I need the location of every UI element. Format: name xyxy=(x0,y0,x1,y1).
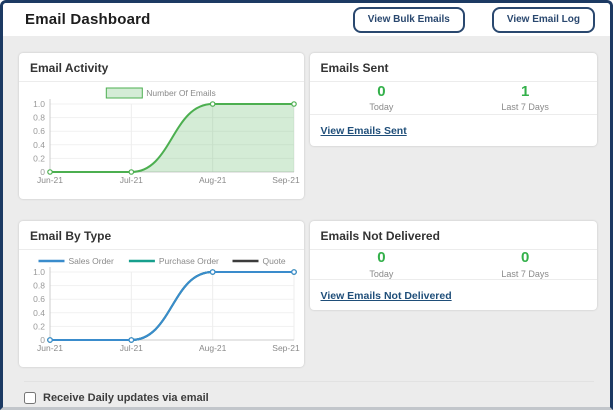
svg-text:Aug-21: Aug-21 xyxy=(199,175,227,185)
svg-text:Number Of Emails: Number Of Emails xyxy=(146,88,215,98)
view-bulk-emails-button[interactable]: View Bulk Emails xyxy=(352,6,465,33)
email-by-type-chart: 0 0.2 0.4 0.6 0.8 1.0 Jun-21 Jul-21 Aug-21 Sep-21… xyxy=(33,256,300,353)
svg-text:0.2: 0.2 xyxy=(33,321,45,331)
svg-text:Sep-21: Sep-21 xyxy=(272,175,300,185)
emails-not-delivered-title: Emails Not Delivered xyxy=(309,221,597,250)
email-activity-title: Email Activity xyxy=(19,53,304,82)
daily-updates-checkbox[interactable] xyxy=(24,392,36,404)
page-title: Email Dashboard xyxy=(25,11,151,28)
emails-sent-link-row: View Emails Sent xyxy=(309,114,597,146)
emails-not-delivered-week-stat: 0 Last 7 Days xyxy=(453,249,597,279)
svg-text:Aug-21: Aug-21 xyxy=(199,343,227,353)
email-activity-chart: 0 0.2 0.4 0.6 0.8 1.0 Jun-21 Jul-21 Aug-21 Sep-21… xyxy=(33,87,300,185)
svg-text:0.4: 0.4 xyxy=(33,308,45,318)
emails-not-delivered-week-value: 0 xyxy=(520,249,530,266)
daily-updates-label: Receive Daily updates via email xyxy=(43,392,209,404)
emails-not-delivered-stats: 0 Today 0 Last 7 Days xyxy=(310,249,597,279)
svg-text:1.0: 1.0 xyxy=(33,99,45,109)
email-by-type-panel: Email By Type 0 0.2 0.4 0.6 0.8 1.0 Jun-21 Jul-… xyxy=(19,221,304,367)
svg-text:0.6: 0.6 xyxy=(33,294,45,304)
emails-not-delivered-today-label: Today xyxy=(369,268,394,279)
svg-text:Jul-21: Jul-21 xyxy=(120,343,143,353)
svg-text:Jul-21: Jul-21 xyxy=(120,175,143,185)
dashboard-body: Email Activity 0 0.2 0.4 0.6 0.8 1.0 Jun-21 Jul… xyxy=(3,36,610,404)
svg-text:0.8: 0.8 xyxy=(33,281,45,291)
emails-not-delivered-link-row: View Emails Not Delivered xyxy=(309,278,597,311)
emails-sent-today-stat: 0 Today xyxy=(310,82,454,113)
svg-text:Jun-21: Jun-21 xyxy=(37,343,63,353)
row-1: Email Activity 0 0.2 0.4 0.6 0.8 1.0 Jun-21 Jul… xyxy=(19,53,597,199)
svg-text:Purchase Order: Purchase Order xyxy=(159,256,219,266)
emails-not-delivered-panel: Emails Not Delivered 0 Today 0 Last 7 Da… xyxy=(309,221,597,311)
svg-text:1.0: 1.0 xyxy=(33,267,45,277)
svg-text:Sales Order: Sales Order xyxy=(68,256,114,266)
emails-not-delivered-today-value: 0 xyxy=(377,249,386,266)
svg-text:Sep-21: Sep-21 xyxy=(272,343,300,353)
emails-sent-title: Emails Sent xyxy=(309,53,597,82)
emails-sent-week-stat: 1 Last 7 Days xyxy=(453,82,597,113)
view-email-log-button[interactable]: View Email Log xyxy=(491,6,595,33)
view-emails-not-delivered-link[interactable]: View Emails Not Delivered xyxy=(320,289,452,302)
emails-sent-week-label: Last 7 Days xyxy=(501,102,549,113)
svg-text:0.8: 0.8 xyxy=(33,113,45,123)
svg-text:0.4: 0.4 xyxy=(33,140,45,150)
footer-row: Receive Daily updates via email xyxy=(24,381,594,404)
svg-text:0.2: 0.2 xyxy=(33,153,45,163)
svg-text:0.6: 0.6 xyxy=(33,126,45,136)
svg-text:Jun-21: Jun-21 xyxy=(37,175,63,185)
emails-sent-today-label: Today xyxy=(369,102,394,113)
emails-sent-week-value: 1 xyxy=(520,82,530,100)
header-bar: Email Dashboard View Bulk Emails View Em… xyxy=(3,3,610,36)
emails-sent-panel: Emails Sent 0 Today 1 Last 7 Days View E… xyxy=(309,53,597,146)
email-by-type-title: Email By Type xyxy=(19,221,304,250)
svg-text:0: 0 xyxy=(40,167,45,177)
emails-sent-stats: 0 Today 1 Last 7 Days xyxy=(310,82,597,114)
email-activity-panel: Email Activity 0 0.2 0.4 0.6 0.8 1.0 Jun-21 Jul… xyxy=(19,53,304,199)
row-2: Email By Type 0 0.2 0.4 0.6 0.8 1.0 Jun-21 Jul-… xyxy=(19,221,597,367)
svg-text:0: 0 xyxy=(40,335,45,345)
emails-not-delivered-week-label: Last 7 Days xyxy=(501,268,549,279)
svg-text:Quote: Quote xyxy=(262,256,285,266)
header-buttons: View Bulk Emails View Email Log xyxy=(352,6,595,33)
emails-not-delivered-today-stat: 0 Today xyxy=(310,249,454,279)
emails-sent-today-value: 0 xyxy=(377,82,386,100)
view-emails-sent-link[interactable]: View Emails Sent xyxy=(320,125,407,137)
